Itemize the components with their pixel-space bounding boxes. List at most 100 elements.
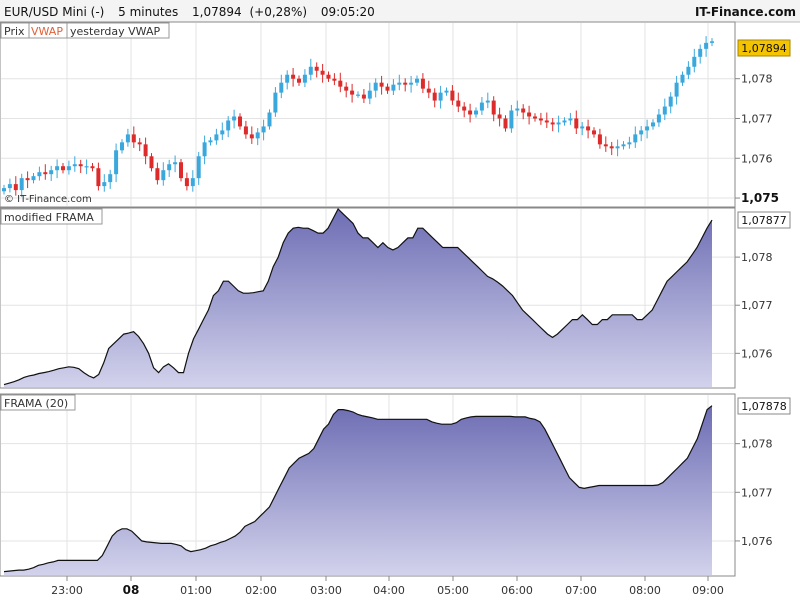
candle-up xyxy=(273,87,278,117)
candle-down xyxy=(78,159,83,173)
time-tick: 04:00 xyxy=(373,584,405,597)
candle-up xyxy=(84,159,89,175)
tag-prix[interactable]: Prix xyxy=(4,25,25,38)
candle-up xyxy=(710,38,714,47)
candle-down xyxy=(533,113,537,122)
time-tick: 09:00 xyxy=(692,584,724,597)
header-line: EUR/USD Mini (-) 5 minutes 1,07894 (+0,2… xyxy=(4,5,375,19)
price-ytick: 1,075 xyxy=(741,191,779,205)
candle-down xyxy=(344,82,349,98)
candle-down xyxy=(155,162,160,185)
candle-down xyxy=(521,104,526,120)
candle-up xyxy=(479,96,484,115)
candle-down xyxy=(574,110,579,134)
candle-up xyxy=(37,166,42,181)
candle-up xyxy=(66,160,71,175)
candle-up xyxy=(31,172,36,184)
candle-up xyxy=(680,71,685,86)
candle-up xyxy=(698,44,703,64)
candle-down xyxy=(43,164,48,180)
candle-down xyxy=(338,72,343,93)
candle-up xyxy=(196,151,201,185)
candle-up xyxy=(161,162,166,186)
candle-up xyxy=(415,75,419,86)
candle-up xyxy=(114,143,119,183)
candle-up xyxy=(373,78,378,98)
candle-down xyxy=(462,102,467,118)
candle-down xyxy=(432,88,437,108)
candle-up xyxy=(633,126,638,148)
price-panel xyxy=(0,21,736,208)
candle-down xyxy=(538,112,543,125)
mframa-area xyxy=(4,209,712,387)
frama-line xyxy=(3,405,713,573)
candle-down xyxy=(314,62,319,78)
time-axis: 23:00 08 01:00 02:00 03:00 04:00 05:00 0… xyxy=(51,583,724,597)
candle-down xyxy=(90,163,95,172)
price-ytick: 1,076 xyxy=(741,152,773,165)
candle-down xyxy=(25,171,30,189)
candle-down xyxy=(131,126,136,148)
header-bar xyxy=(0,0,800,22)
candle-down xyxy=(350,83,355,103)
candle-down xyxy=(137,137,142,152)
time-tick: 23:00 xyxy=(51,584,83,597)
timeframe-label: 5 minutes xyxy=(118,5,178,19)
candle-up xyxy=(285,70,290,90)
candle-up xyxy=(391,79,396,96)
tag-vwap[interactable]: VWAP xyxy=(31,25,63,38)
candle-up xyxy=(474,107,478,118)
candle-down xyxy=(332,73,337,86)
brand-label: IT-Finance.com xyxy=(695,5,796,19)
tag-yesterday-vwap[interactable]: yesterday VWAP xyxy=(70,25,160,38)
candle-up xyxy=(668,92,673,114)
time-tick: 02:00 xyxy=(245,584,277,597)
time-tick: 05:00 xyxy=(437,584,469,597)
mframa-last-value: 1,07877 xyxy=(741,214,787,227)
frama-title: FRAMA (20) xyxy=(4,397,68,410)
candle-up xyxy=(651,119,655,130)
candle-down xyxy=(527,105,532,125)
candle-up xyxy=(108,169,113,189)
candle-up xyxy=(627,136,632,149)
candle-down xyxy=(379,75,384,95)
mframa-line xyxy=(3,208,713,386)
candle-down xyxy=(403,78,408,92)
time-label: 09:05:20 xyxy=(321,5,375,19)
candle-down xyxy=(420,73,425,94)
mframa-last-tag xyxy=(737,211,791,229)
candle-down xyxy=(243,120,248,139)
candle-up xyxy=(7,178,12,193)
candle-up xyxy=(2,184,6,195)
candle-up xyxy=(438,85,443,109)
candle-up xyxy=(226,116,231,138)
change-label: (+0,28%) xyxy=(249,5,307,19)
candle-down xyxy=(96,162,101,191)
time-tick: 08 xyxy=(123,583,140,597)
candle-up xyxy=(55,159,60,179)
candle-down xyxy=(238,113,242,130)
candle-up xyxy=(167,159,172,177)
candle-down xyxy=(503,115,508,132)
time-tick: 03:00 xyxy=(310,584,342,597)
candle-up xyxy=(173,155,178,173)
candle-down xyxy=(179,159,183,182)
candle-up xyxy=(208,137,213,146)
candle-up xyxy=(615,139,620,157)
candle-up xyxy=(220,122,225,140)
candle-up xyxy=(279,74,284,99)
candle-up xyxy=(409,75,414,93)
mframa-ytick: 1,076 xyxy=(741,347,773,360)
candle-down xyxy=(297,75,301,86)
frama-y-axis: 1,076 1,077 1,078 xyxy=(741,438,773,548)
candle-up xyxy=(704,36,709,57)
candle-up xyxy=(397,74,402,91)
candle-up xyxy=(19,173,24,197)
candle-down xyxy=(143,137,148,165)
time-tick: 07:00 xyxy=(565,584,597,597)
frama-ytick: 1,076 xyxy=(741,535,773,548)
candle-up xyxy=(639,126,644,142)
candle-down xyxy=(550,118,555,132)
candle-up xyxy=(485,92,490,109)
